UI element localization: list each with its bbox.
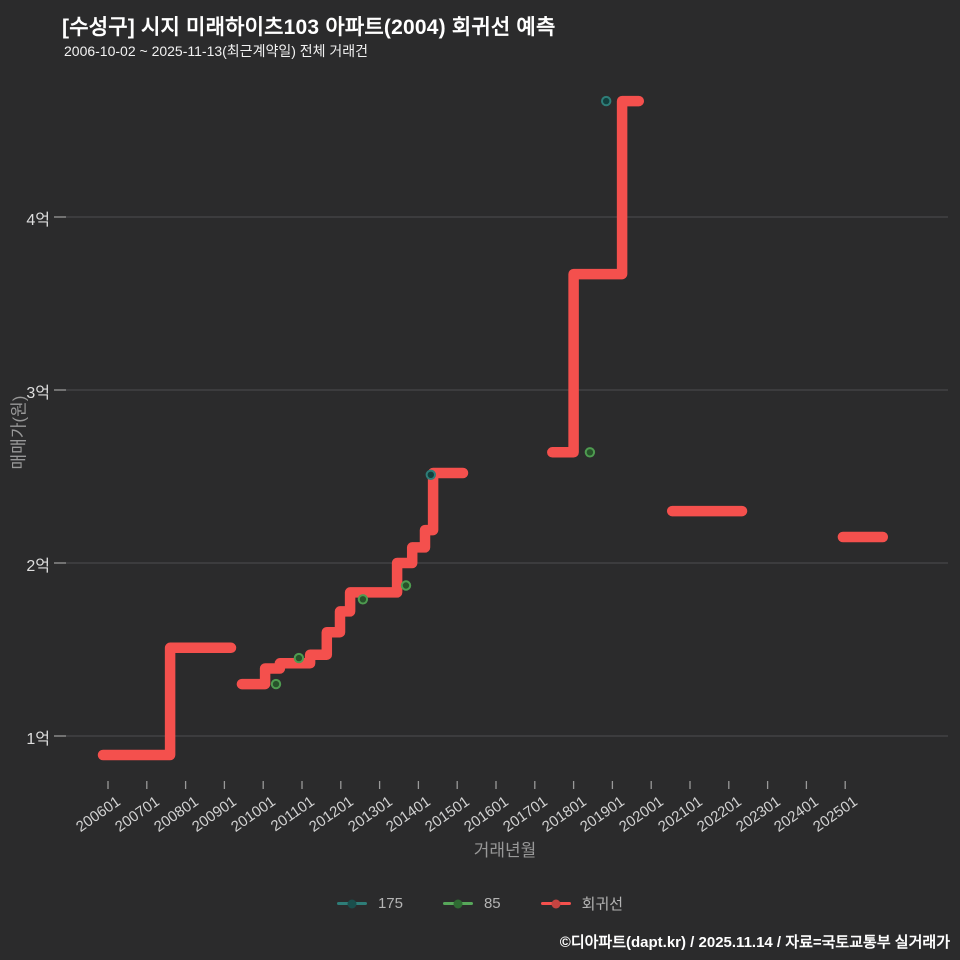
- legend-item-175[interactable]: 175: [336, 895, 403, 912]
- legend-marker-icon: [540, 899, 571, 908]
- legend-item-회귀선[interactable]: 회귀선: [540, 893, 624, 914]
- y-tick-label: 4억: [26, 212, 50, 229]
- scatter-point-85: [400, 580, 412, 591]
- scatter-point-85: [584, 447, 596, 458]
- regression-line: [97, 642, 237, 761]
- y-tick-label: 3억: [26, 385, 50, 402]
- footer-credit: ©디아파트(dapt.kr) / 2025.11.14 / 자료=국토교통부 실…: [559, 934, 950, 951]
- scatter-point-175: [601, 95, 612, 107]
- legend-dot-icon: [453, 899, 463, 908]
- legend-marker-icon: [336, 899, 367, 908]
- scatter-point-85: [357, 594, 369, 605]
- legend-dot-icon: [347, 899, 357, 908]
- legend-dot-icon: [551, 899, 561, 908]
- scatter-point-85: [270, 678, 282, 690]
- legend-marker-icon: [442, 899, 473, 908]
- chart-title: [수성구] 시지 미래하이츠103 아파트(2004) 회귀선 예측: [62, 16, 556, 39]
- chart-subtitle: 2006-10-02 ~ 2025-11-13(최근계약일) 전체 거래건: [64, 43, 369, 59]
- legend-label: 85: [483, 895, 501, 912]
- scatter-point-85: [293, 652, 305, 664]
- legend-label: 175: [377, 895, 403, 912]
- regression-line: [547, 95, 645, 458]
- y-tick-label: 1억: [26, 731, 50, 748]
- y-tick-label: 2억: [26, 558, 50, 575]
- regression-line: [236, 467, 469, 690]
- x-axis-title: 거래년월: [473, 841, 537, 860]
- legend-item-85[interactable]: 85: [442, 895, 501, 912]
- y-axis-title: 매매가(원): [9, 395, 29, 470]
- legend: 175 85 회귀선: [0, 893, 960, 914]
- legend-label: 회귀선: [581, 896, 624, 913]
- scatter-point-175: [425, 469, 436, 480]
